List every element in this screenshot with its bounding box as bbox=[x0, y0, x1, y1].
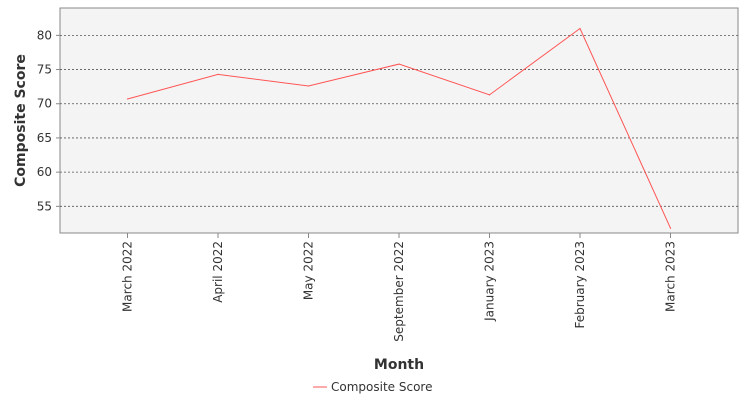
x-tick-label-2: May 2022 bbox=[302, 241, 316, 300]
gridlines bbox=[60, 34, 738, 207]
data-point-6 bbox=[669, 227, 672, 229]
x-tick-label-1: April 2022 bbox=[211, 241, 225, 303]
data-point-0 bbox=[126, 98, 129, 100]
y-axis-title: Composite Score bbox=[13, 54, 29, 187]
x-tick-label-0: March 2022 bbox=[121, 241, 135, 312]
data-point-2 bbox=[307, 85, 310, 87]
y-tick-label-65: 65 bbox=[37, 131, 52, 145]
y-tick-label-80: 80 bbox=[37, 28, 52, 42]
legend-label-composite-score: Composite Score bbox=[331, 380, 432, 394]
y-tick-label-60: 60 bbox=[37, 165, 52, 179]
data-point-3 bbox=[398, 63, 400, 65]
x-axis: March 2022 April 2022 May 2022 September 20… bbox=[121, 233, 678, 342]
data-point-5 bbox=[579, 27, 581, 30]
x-axis-title: Month bbox=[374, 357, 424, 373]
x-tick-label-5: February 2023 bbox=[573, 241, 587, 329]
y-tick-label-70: 70 bbox=[37, 97, 52, 111]
x-tick-label-4: January 2023 bbox=[483, 241, 497, 322]
data-point-1 bbox=[217, 73, 219, 75]
series-layer bbox=[126, 27, 672, 229]
legend: Composite Score bbox=[313, 380, 432, 394]
plot-background bbox=[59, 7, 739, 234]
y-tick-label-55: 55 bbox=[37, 199, 52, 213]
data-point-4 bbox=[488, 94, 491, 96]
y-tick-label-75: 75 bbox=[37, 63, 52, 77]
plot-area bbox=[59, 7, 739, 234]
x-tick-label-3: September 2022 bbox=[392, 241, 406, 342]
x-tick-label-6: March 2023 bbox=[664, 241, 678, 312]
y-axis: 55 60 65 70 75 80 bbox=[37, 28, 60, 213]
